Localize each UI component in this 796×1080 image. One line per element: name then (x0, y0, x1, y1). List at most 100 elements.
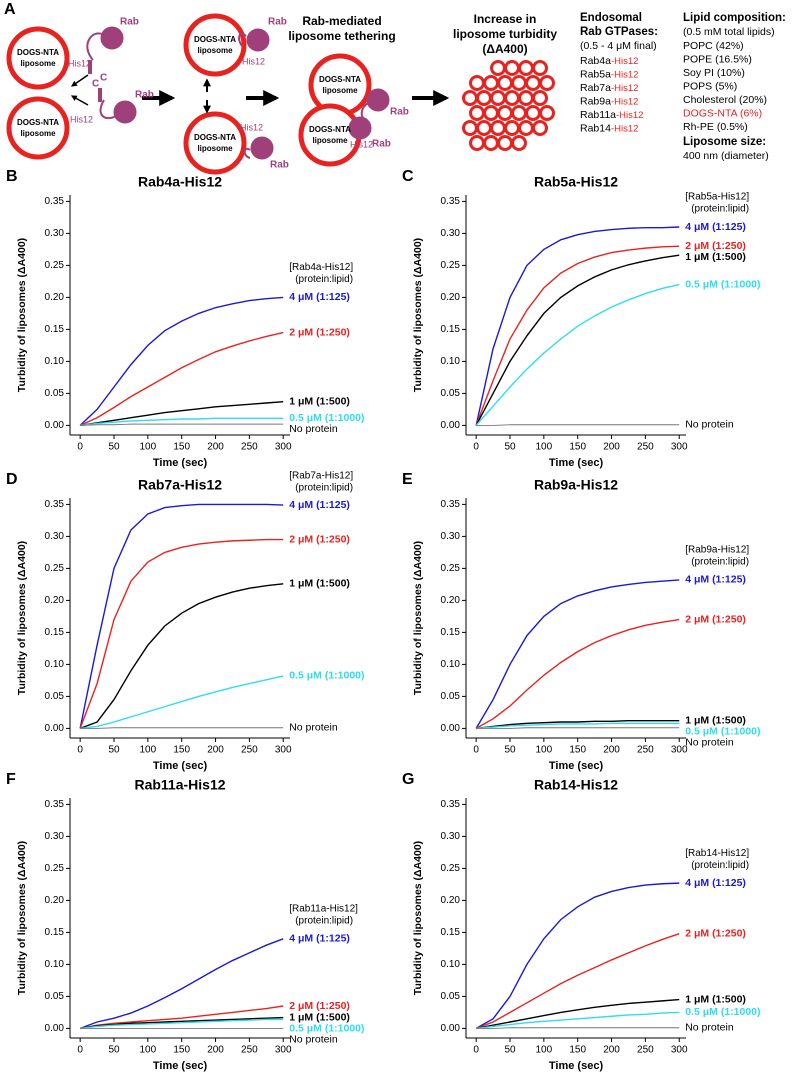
small-liposome (504, 120, 520, 136)
x-axis-label: Time (sec) (549, 760, 604, 772)
series-label: 1 μM (1:500) (685, 251, 746, 263)
schematic-label: Cholesterol (20%) (683, 94, 767, 106)
series-label: 0.5 μM (1:1000) (289, 670, 364, 682)
x-tick-label: 150 (173, 745, 190, 756)
schematic-label: (ΔA400) (482, 42, 527, 56)
legend-subtitle: (protein:lipid) (295, 483, 353, 494)
chart-panel: B Rab4a-His12 0.00 0.05 0.10 0.15 0.20 0.25 0.30… (6, 168, 365, 469)
y-tick-label: 0.20 (441, 895, 461, 906)
small-liposome (497, 135, 513, 151)
y-tick-label: 0.30 (45, 831, 65, 842)
schematic-label: 400 nm (diameter) (683, 150, 769, 162)
schematic-label: liposome (197, 46, 233, 55)
x-tick-label: 250 (241, 1045, 258, 1056)
small-liposome (462, 120, 478, 136)
small-liposome (539, 105, 555, 121)
y-tick-label: 0.15 (45, 324, 65, 335)
rab-name: Rab11a (580, 109, 616, 121)
small-liposome (532, 90, 548, 106)
x-tick-label: 150 (569, 1045, 586, 1056)
chart-title: Rab9a-His12 (534, 477, 618, 493)
series-label: 2 μM (1:250) (289, 1000, 350, 1012)
y-tick-label: 0.05 (441, 691, 461, 702)
small-liposome (539, 75, 555, 91)
y-tick-label: 0.15 (45, 627, 65, 638)
panel-letter: C (402, 168, 414, 185)
schematic-label: Increase in (474, 12, 537, 26)
rab-list-item: Rab5a-His12 (580, 68, 638, 80)
series-label: No protein (685, 737, 734, 749)
schematic-label: C (100, 73, 107, 84)
y-tick-label: 0.20 (441, 292, 461, 303)
x-tick-label: 200 (207, 1045, 224, 1056)
series-label: 1 μM (1:500) (685, 993, 746, 1005)
schematic-label: liposome (312, 136, 348, 145)
series-label: 2 μM (1:250) (685, 927, 746, 939)
arrow (71, 74, 89, 87)
small-liposome (518, 90, 534, 106)
x-tick-label: 100 (536, 442, 553, 453)
y-tick-label: 0.35 (441, 799, 461, 810)
y-axis-label: Turbidity of liposomes (ΔA400) (16, 238, 28, 392)
y-tick-label: 0.25 (441, 563, 461, 574)
y-tick-label: 0.10 (441, 659, 461, 670)
x-tick-label: 100 (536, 745, 553, 756)
rab-tag: -His12 (611, 83, 638, 94)
schematic-label: Rab (270, 160, 289, 171)
x-tick-label: 50 (108, 745, 120, 756)
y-tick-label: 0.10 (45, 659, 65, 670)
panel-letter: A (4, 1, 16, 18)
legend-title: [Rab4a-His12] (289, 262, 353, 273)
schematic-label: liposome (20, 59, 56, 68)
y-tick-label: 0.30 (45, 228, 65, 239)
y-tick-label: 0.00 (441, 420, 461, 431)
series-line (475, 579, 680, 729)
liposome (183, 111, 247, 175)
series-line (79, 296, 284, 426)
series-label: 1 μM (1:500) (289, 578, 350, 590)
y-tick-label: 0.30 (441, 531, 461, 542)
x-axis-label: Time (sec) (153, 1060, 208, 1072)
series-label: 2 μM (1:250) (289, 326, 350, 338)
y-tick-label: 0.00 (441, 723, 461, 734)
x-tick-label: 50 (504, 1045, 516, 1056)
x-tick-label: 250 (241, 745, 258, 756)
rab-tag: -His12 (611, 96, 638, 107)
series-line (475, 283, 680, 426)
small-liposome (532, 120, 548, 136)
schematic-label: Rab-mediated (302, 14, 381, 28)
small-liposome (525, 75, 541, 91)
series-label: 4 μM (1:125) (685, 877, 746, 889)
small-liposome (518, 60, 534, 76)
series-line (476, 1027, 680, 1029)
legend-title: [Rab7a-His12] (289, 471, 353, 482)
arrow (70, 95, 89, 106)
rab-name: Rab5a (580, 68, 611, 80)
x-tick-label: 50 (108, 442, 120, 453)
small-liposome (532, 60, 548, 76)
rab-tag: -His12 (611, 56, 638, 67)
legend-subtitle: (protein:lipid) (295, 274, 353, 285)
schematic-label: Rab GTPases: (580, 26, 658, 38)
series-label: 0.5 μM (1:1000) (685, 1006, 760, 1018)
series-label: 4 μM (1:125) (289, 933, 350, 945)
small-liposome (511, 75, 527, 91)
y-tick-label: 0.25 (45, 863, 65, 874)
x-tick-label: 200 (207, 745, 224, 756)
y-tick-label: 0.35 (441, 499, 461, 510)
y-axis-label: Turbidity of liposomes (ΔA400) (16, 841, 28, 995)
series-line (79, 538, 284, 729)
series-label: No protein (289, 1033, 338, 1045)
chart-title: Rab4a-His12 (138, 174, 222, 190)
series-line (475, 254, 680, 426)
schematic-label: (0.5 mM total lipids) (683, 26, 775, 38)
series-label: No protein (685, 419, 734, 431)
small-liposome (469, 105, 485, 121)
schematic-label: Rab (120, 17, 139, 28)
series-line (80, 1005, 284, 1030)
chart-title: Rab11a-His12 (134, 777, 225, 793)
small-liposome (525, 105, 541, 121)
series-line (79, 938, 284, 1030)
y-tick-label: 0.05 (441, 991, 461, 1002)
small-liposome (483, 75, 499, 91)
